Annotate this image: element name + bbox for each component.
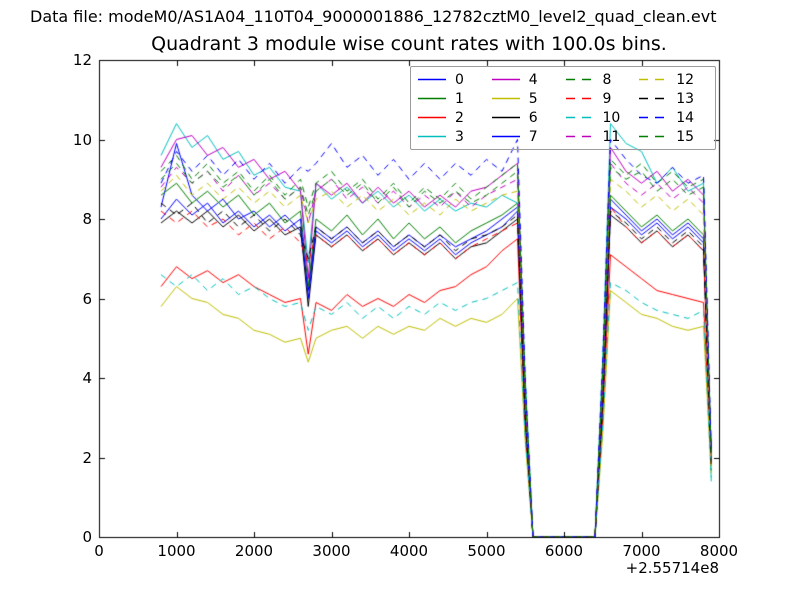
- legend-column-3: 12 13 14 15: [639, 70, 713, 146]
- legend-line-sample-14: [639, 116, 668, 119]
- x-axis-offset-label: +2.55714e8: [625, 559, 719, 577]
- legend-entry-label: 11: [602, 128, 621, 145]
- legend-entry-7: 7: [491, 127, 566, 146]
- legend-entry-label: 12: [676, 71, 695, 88]
- x-tick-label-6000: 6000: [544, 542, 584, 560]
- legend-entry-label: 13: [676, 90, 695, 107]
- legend-line-sample-0: [418, 78, 446, 81]
- legend-entry-14: 14: [639, 108, 713, 127]
- x-tick-label-4000: 4000: [389, 542, 429, 560]
- legend-entry-label: 7: [528, 128, 538, 145]
- legend-line-sample-10: [565, 116, 594, 119]
- y-tick-label-2: 2: [82, 448, 92, 467]
- legend-entry-label: 1: [455, 90, 464, 107]
- legend-entry-1: 1: [418, 89, 492, 108]
- legend-line-sample-9: [565, 97, 594, 100]
- legend-entry-label: 4: [528, 71, 538, 88]
- legend-entry-8: 8: [565, 70, 640, 89]
- legend-entry-label: 14: [676, 109, 695, 126]
- legend-entry-label: 6: [528, 109, 538, 126]
- legend-line-sample-11: [565, 135, 594, 138]
- legend-entry-6: 6: [491, 108, 566, 127]
- legend-line-sample-1: [418, 97, 446, 100]
- legend-entry-15: 15: [639, 127, 713, 146]
- legend-entry-label: 3: [455, 128, 464, 145]
- x-tick-label-1000: 1000: [157, 542, 196, 560]
- legend-entry-10: 10: [565, 108, 640, 127]
- legend-line-sample-4: [491, 78, 520, 81]
- legend-entry-3: 3: [418, 127, 492, 146]
- y-tick-label-10: 10: [72, 130, 92, 149]
- legend-line-sample-6: [491, 116, 520, 119]
- legend-line-sample-12: [639, 78, 668, 81]
- data-file-header: Data file: modeM0/AS1A04_110T04_90000018…: [30, 7, 717, 26]
- x-tick-label-8000: 8000: [699, 542, 739, 560]
- legend-line-sample-8: [565, 78, 594, 81]
- legend-entry-label: 10: [602, 109, 621, 126]
- legend-column-0: 0 1 2 3: [418, 70, 492, 146]
- legend-column-1: 4 5 6 7: [491, 70, 566, 146]
- legend-entry-12: 12: [639, 70, 713, 89]
- legend-column-2: 8 9 10 11: [565, 70, 640, 146]
- legend: 0 1 2 3 4 5 6 7 8 9 10 11 12 13 14 15: [410, 66, 716, 150]
- legend-entry-9: 9: [565, 89, 640, 108]
- legend-entry-2: 2: [418, 108, 492, 127]
- legend-entry-11: 11: [565, 127, 640, 146]
- y-tick-label-4: 4: [82, 369, 92, 387]
- legend-line-sample-7: [491, 135, 520, 138]
- legend-line-sample-15: [639, 135, 668, 138]
- legend-line-sample-13: [639, 97, 668, 100]
- y-tick-label-12: 12: [72, 51, 92, 69]
- y-tick-label-8: 8: [82, 210, 92, 228]
- x-tick-label-0: 0: [94, 542, 104, 560]
- legend-entry-label: 0: [455, 71, 464, 88]
- legend-entry-label: 5: [528, 90, 538, 107]
- legend-entry-4: 4: [491, 70, 566, 89]
- legend-line-sample-2: [418, 116, 446, 119]
- y-tick-label-0: 0: [82, 528, 92, 546]
- legend-entry-label: 8: [602, 71, 612, 88]
- x-tick-label-3000: 3000: [312, 542, 351, 560]
- legend-entry-label: 9: [602, 90, 612, 107]
- x-tick-label-7000: 7000: [622, 542, 661, 560]
- legend-entry-label: 15: [676, 128, 695, 145]
- legend-entry-label: 2: [455, 109, 464, 126]
- legend-entry-13: 13: [639, 89, 713, 108]
- legend-entry-5: 5: [491, 89, 566, 108]
- legend-line-sample-5: [491, 97, 520, 100]
- legend-line-sample-3: [418, 135, 446, 138]
- legend-entry-0: 0: [418, 70, 492, 89]
- x-tick-label-2000: 2000: [234, 542, 274, 560]
- x-tick-label-5000: 5000: [467, 542, 506, 560]
- y-tick-label-6: 6: [82, 289, 92, 308]
- chart-title: Quadrant 3 module wise count rates with …: [151, 33, 667, 55]
